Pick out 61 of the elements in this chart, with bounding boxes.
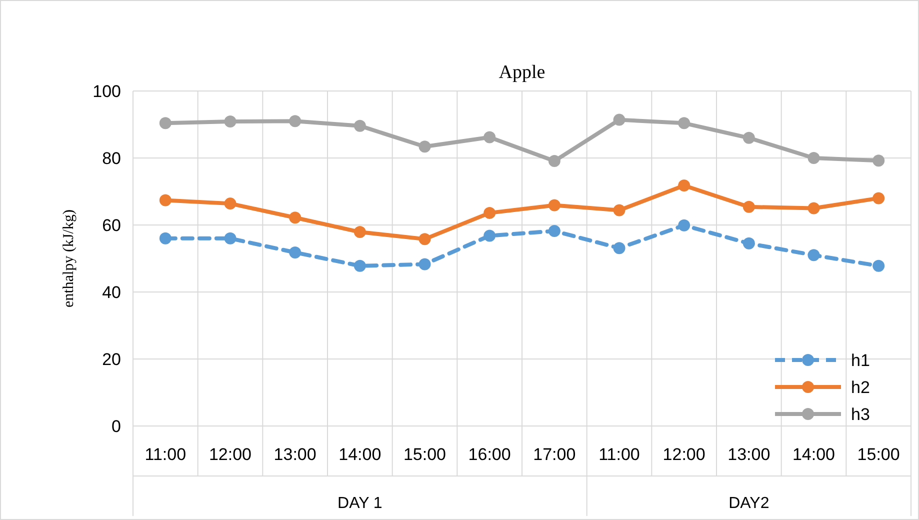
point <box>808 152 820 164</box>
point <box>872 260 885 272</box>
x-tick-label: 11:00 <box>598 445 640 464</box>
point <box>678 179 690 192</box>
x-tick-label: 12:00 <box>662 445 706 464</box>
x-tick-label: 15:00 <box>857 445 900 464</box>
point <box>613 204 626 216</box>
y-tick-label: 20 <box>102 350 121 369</box>
x-tick-label: 13:00 <box>728 445 770 464</box>
point <box>808 202 820 214</box>
point <box>548 199 560 212</box>
point <box>548 225 560 238</box>
point <box>613 242 626 254</box>
point <box>224 232 236 244</box>
x-tick-label: 13:00 <box>274 445 316 464</box>
y-tick-label: 40 <box>102 282 121 302</box>
point <box>872 154 885 167</box>
point <box>678 219 690 232</box>
point <box>742 132 755 144</box>
x-tick-label: 14:00 <box>792 445 836 464</box>
point <box>872 192 885 204</box>
y-tick-label: 60 <box>102 216 121 235</box>
point <box>484 131 496 144</box>
point <box>224 115 236 128</box>
point <box>742 237 755 250</box>
point <box>484 230 496 242</box>
chart-title: Apple <box>498 62 546 83</box>
legend-label: h2 <box>851 378 870 397</box>
y-tick-label: 80 <box>102 148 121 168</box>
x-tick-label: 17:00 <box>533 445 576 464</box>
point <box>354 120 366 132</box>
point <box>613 114 626 126</box>
legend-label: h1 <box>851 350 870 370</box>
point <box>159 232 172 244</box>
y-tick-label: 0 <box>112 416 121 436</box>
point <box>418 258 431 270</box>
point <box>159 117 172 130</box>
x-tick-label: 15:00 <box>403 445 446 464</box>
x-tick-label: 16:00 <box>468 445 511 464</box>
legend-label: h3 <box>851 404 870 424</box>
y-axis-title: enthalpy (kJ/kg) <box>61 210 77 308</box>
point <box>159 194 172 206</box>
point <box>742 200 755 213</box>
x-tick-label: 14:00 <box>338 445 382 464</box>
point <box>418 140 431 153</box>
point <box>808 249 820 262</box>
point <box>484 206 496 219</box>
point <box>354 226 366 238</box>
point <box>354 260 366 272</box>
x-tick-label: 12:00 <box>208 445 252 464</box>
text: DAY2 <box>728 495 770 512</box>
point <box>224 198 236 210</box>
text: DAY 1 <box>338 495 382 512</box>
point <box>289 212 302 224</box>
x-tick-label: 11:00 <box>144 445 186 464</box>
point <box>548 155 560 168</box>
point <box>289 246 302 258</box>
y-tick-label: 100 <box>92 82 121 101</box>
point <box>678 117 690 130</box>
point <box>289 115 302 128</box>
point <box>418 233 431 246</box>
